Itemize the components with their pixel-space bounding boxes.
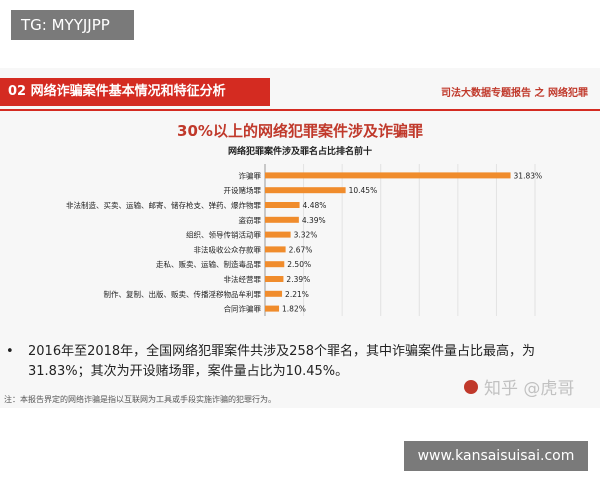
footnote: 注：本报告界定的网络诈骗是指以互联网为工具或手段实施诈骗的犯罪行为。 — [4, 395, 276, 404]
bar-chart: 诈骗罪开设赌场罪非法制造、买卖、运输、邮寄、储存枪支、弹药、爆炸物罪盗窃罪组织、… — [66, 164, 542, 316]
category-label: 非法制造、买卖、运输、邮寄、储存枪支、弹药、爆炸物罪 — [66, 200, 261, 210]
category-label: 非法经营罪 — [224, 274, 262, 284]
bar — [265, 246, 286, 253]
bar — [265, 216, 299, 223]
report-series-connector: 之 — [534, 88, 545, 99]
watermark: 知乎 @虎哥 — [484, 379, 575, 399]
chart-subtitle: 网络犯罪案件涉及罪名占比排名前十 — [227, 147, 372, 157]
category-label: 诈骗罪 — [239, 170, 262, 180]
data-label: 2.50% — [287, 260, 311, 269]
court-emblem-icon — [464, 380, 478, 394]
bar — [265, 276, 284, 282]
report-series-topic: 网络犯罪 — [548, 88, 588, 99]
bar — [265, 231, 291, 238]
slide-header: 02 网络诈骗案件基本情况和特征分析 司法大数据专题报告 之 网络犯罪 — [0, 78, 600, 111]
category-labels: 诈骗罪开设赌场罪非法制造、买卖、运输、邮寄、储存枪支、弹药、爆炸物罪盗窃罪组织、… — [66, 170, 261, 313]
data-label: 1.82% — [282, 305, 306, 314]
category-label: 非法吸收公众存款罪 — [194, 244, 262, 254]
category-label: 开设赌场罪 — [224, 185, 262, 195]
data-label: 3.32% — [294, 231, 318, 240]
bar — [265, 187, 346, 194]
data-label: 4.48% — [303, 201, 327, 210]
category-label: 组织、领导传销活动罪 — [186, 230, 261, 240]
report-series-name: 司法大数据专题报告 — [441, 88, 532, 99]
data-label: 2.21% — [285, 290, 309, 299]
category-label: 制作、复制、出版、贩卖、传播淫秽物品牟利罪 — [104, 289, 262, 299]
section-title: 02 网络诈骗案件基本情况和特征分析 — [0, 78, 270, 106]
chart-title: 30%以上的网络犯罪案件涉及诈骗罪 — [177, 122, 423, 140]
data-label: 2.39% — [286, 275, 310, 284]
report-slide: 02 网络诈骗案件基本情况和特征分析 司法大数据专题报告 之 网络犯罪 30%以… — [0, 68, 600, 408]
bar — [265, 202, 300, 208]
bar — [265, 261, 285, 268]
bar — [265, 172, 511, 179]
data-label: 2.67% — [289, 245, 313, 254]
value-labels: 31.83% 10.45% 4.48% 4.39% 3.32% 2.67% 2.50% 2.3… — [282, 171, 542, 313]
category-label: 走私、贩卖、运输、制造毒品罪 — [156, 259, 261, 269]
data-label: 10.45% — [349, 186, 378, 195]
header-divider — [0, 109, 600, 111]
summary-text: 2016年至2018年，全国网络犯罪案件共涉及258个罪名，其中诈骗案件量占比最… — [28, 344, 535, 379]
top-channel-badge: TG: MYYJJPP — [11, 10, 134, 40]
bars — [265, 172, 511, 312]
data-label: 31.83% — [514, 171, 543, 180]
category-label: 合同诈骗罪 — [224, 304, 262, 314]
bullet-dot: • — [6, 344, 14, 359]
report-series-label: 司法大数据专题报告 之 网络犯罪 — [441, 84, 588, 99]
bar — [265, 290, 283, 297]
category-label: 盗窃罪 — [239, 215, 262, 225]
data-label: 4.39% — [302, 216, 326, 225]
bar — [265, 305, 280, 312]
website-badge: www.kansaisuisai.com — [404, 441, 588, 471]
